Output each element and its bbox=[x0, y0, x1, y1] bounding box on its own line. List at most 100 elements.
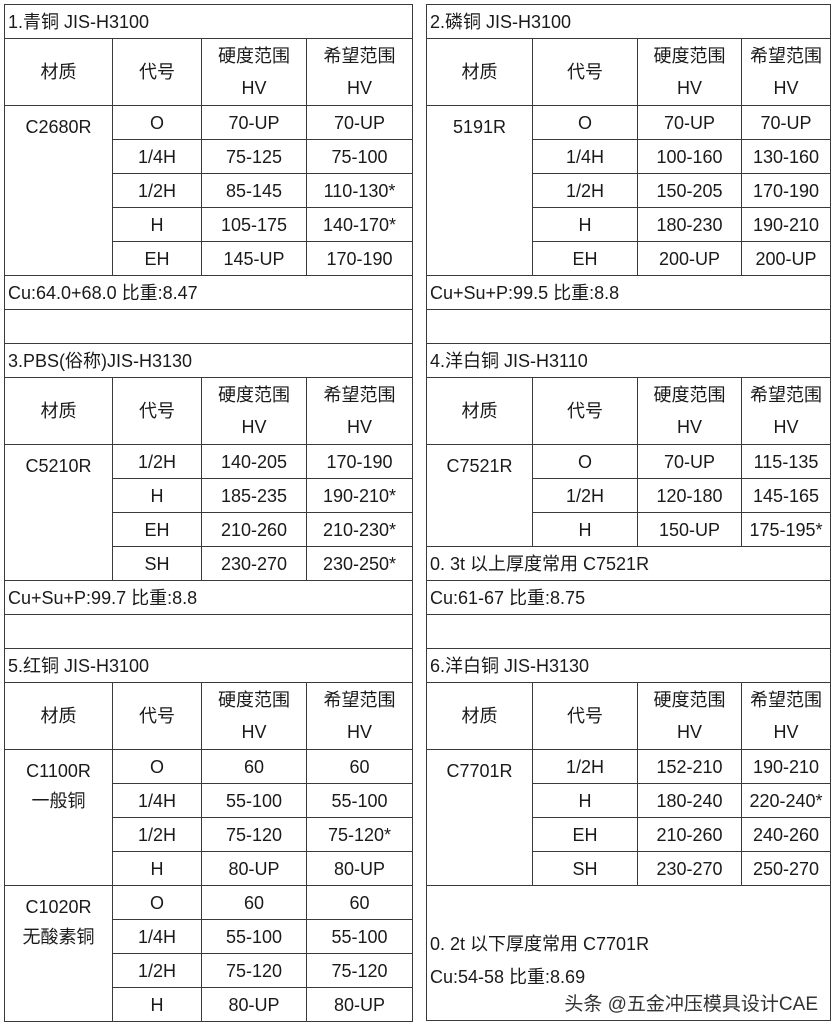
material-cell: C2680R bbox=[4, 105, 113, 276]
hardness-cell: 145-UP bbox=[201, 241, 307, 276]
table-row: C1020R 无酸素铜 O 60 60 bbox=[4, 885, 413, 1022]
section-title: 6.洋白铜 JIS-H3130 bbox=[426, 648, 831, 683]
table-row: 1/2H 120-180 145-165 bbox=[427, 478, 831, 513]
hardness-cell: 105-175 bbox=[201, 207, 307, 242]
desired-cell: 70-UP bbox=[741, 105, 831, 140]
code-cell: EH bbox=[112, 241, 202, 276]
table-row: SH 230-270 250-270 bbox=[427, 851, 831, 886]
section-title-row: 2.磷铜 JIS-H3100 bbox=[426, 4, 831, 39]
header-desired-unit: HV bbox=[346, 78, 372, 98]
material-name: C1020R bbox=[25, 897, 92, 917]
material-name: C2680R bbox=[25, 117, 92, 137]
table-row: 1/2H 85-145 110-130* bbox=[5, 173, 413, 208]
header-hardness: 硬度范围 HV bbox=[201, 682, 307, 750]
desired-cell: 240-260 bbox=[741, 817, 831, 852]
table-row: H 180-240 220-240* bbox=[427, 783, 831, 818]
note-row: Cu:61-67 比重:8.75 bbox=[426, 580, 831, 615]
material-name: 一般铜 bbox=[31, 791, 86, 811]
note-text: 0. 3t 以上厚度常用 C7521R bbox=[426, 546, 831, 581]
header-hardness: 硬度范围 HV bbox=[637, 682, 742, 750]
code-cell: EH bbox=[532, 817, 638, 852]
header-hardness: 硬度范围 HV bbox=[201, 38, 307, 106]
section-title: 1.青铜 JIS-H3100 bbox=[4, 4, 413, 39]
material-name: C1100R bbox=[26, 761, 91, 781]
header-row: 材质 代号 硬度范围 HV 希望范围 HV bbox=[4, 682, 413, 750]
header-row: 材质 代号 硬度范围 HV 希望范围 HV bbox=[4, 377, 413, 445]
desired-cell: 75-100 bbox=[306, 139, 413, 174]
code-cell: H bbox=[112, 478, 202, 513]
section-title: 2.磷铜 JIS-H3100 bbox=[426, 4, 831, 39]
section-title-row: 1.青铜 JIS-H3100 bbox=[4, 4, 413, 39]
code-cell: 1/4H bbox=[112, 919, 202, 954]
table-row: H 105-175 140-170* bbox=[5, 207, 413, 242]
table-row: C1100R 一般铜 O 60 60 bbox=[4, 749, 413, 886]
code-cell: O bbox=[532, 105, 638, 140]
desired-cell: 145-165 bbox=[741, 478, 831, 513]
header-hardness-label: 硬度范围 bbox=[218, 46, 290, 66]
section-title-row: 4.洋白铜 JIS-H3110 bbox=[426, 343, 831, 378]
code-cell: 1/4H bbox=[112, 783, 202, 818]
header-desired-unit: HV bbox=[773, 417, 799, 437]
desired-cell: 170-190 bbox=[741, 173, 831, 208]
hardness-cell: 85-145 bbox=[201, 173, 307, 208]
header-material: 材质 bbox=[426, 38, 533, 106]
desired-cell: 200-UP bbox=[741, 241, 831, 276]
section-title-row: 5.红铜 JIS-H3100 bbox=[4, 648, 413, 683]
hardness-cell: 70-UP bbox=[201, 105, 307, 140]
desired-cell: 220-240* bbox=[741, 783, 831, 818]
material-name: C5210R bbox=[25, 456, 92, 476]
note-text: Cu:54-58 比重:8.69 bbox=[430, 967, 586, 987]
desired-cell: 170-190 bbox=[306, 444, 413, 479]
blank-cell bbox=[4, 309, 413, 344]
desired-cell: 250-270 bbox=[741, 851, 831, 886]
blank-row bbox=[426, 309, 831, 344]
header-desired-unit: HV bbox=[346, 417, 372, 437]
header-row: 材质 代号 硬度范围 HV 希望范围 HV bbox=[426, 682, 831, 750]
header-desired-unit: HV bbox=[346, 722, 372, 742]
desired-cell: 115-135 bbox=[741, 444, 831, 479]
blank-row bbox=[426, 614, 831, 649]
desired-cell: 55-100 bbox=[306, 919, 413, 954]
hardness-cell: 152-210 bbox=[637, 749, 742, 784]
header-code: 代号 bbox=[112, 682, 202, 750]
material-name: C7701R bbox=[446, 761, 513, 781]
hardness-cell: 75-125 bbox=[201, 139, 307, 174]
note-row: Cu+Su+P:99.5 比重:8.8 bbox=[426, 275, 831, 310]
code-cell: H bbox=[532, 207, 638, 242]
desired-cell: 175-195* bbox=[741, 512, 831, 547]
table-row: 1/4H 55-100 55-100 bbox=[5, 783, 413, 818]
hardness-cell: 230-270 bbox=[201, 546, 307, 581]
desired-cell: 80-UP bbox=[306, 987, 413, 1022]
code-cell: H bbox=[112, 851, 202, 886]
table-row: SH 230-270 230-250* bbox=[5, 546, 413, 581]
code-cell: EH bbox=[112, 512, 202, 547]
table-row: 1/2H 75-120 75-120* bbox=[5, 817, 413, 852]
hardness-cell: 150-205 bbox=[637, 173, 742, 208]
hardness-cell: 70-UP bbox=[637, 444, 742, 479]
header-hardness-label: 硬度范围 bbox=[653, 385, 726, 405]
desired-cell: 80-UP bbox=[306, 851, 413, 886]
header-hardness: 硬度范围 HV bbox=[201, 377, 307, 445]
note-text: Cu:61-67 比重:8.75 bbox=[426, 580, 831, 615]
right-table: 2.磷铜 JIS-H3100 材质 代号 硬度范围 HV 希望范围 HV 5191R O 70-U… bbox=[426, 4, 831, 1021]
table-row: H 180-230 190-210 bbox=[427, 207, 831, 242]
header-row: 材质 代号 硬度范围 HV 希望范围 HV bbox=[4, 38, 413, 106]
header-hardness: 硬度范围 HV bbox=[637, 377, 742, 445]
hardness-cell: 200-UP bbox=[637, 241, 742, 276]
header-code: 代号 bbox=[532, 377, 638, 445]
blank-row bbox=[4, 614, 413, 649]
material-name: 无酸素铜 bbox=[22, 927, 95, 947]
code-cell: SH bbox=[112, 546, 202, 581]
blank-cell bbox=[426, 614, 831, 649]
header-hardness-unit: HV bbox=[241, 722, 267, 742]
hardness-cell: 210-260 bbox=[637, 817, 742, 852]
desired-cell: 190-210 bbox=[741, 207, 831, 242]
hardness-cell: 75-120 bbox=[201, 817, 307, 852]
table-row: H 185-235 190-210* bbox=[5, 478, 413, 513]
hardness-cell: 180-230 bbox=[637, 207, 742, 242]
header-row: 材质 代号 硬度范围 HV 希望范围 HV bbox=[426, 38, 831, 106]
code-cell: 1/2H bbox=[532, 749, 638, 784]
header-hardness-unit: HV bbox=[676, 78, 702, 98]
material-cell: C5210R bbox=[4, 444, 113, 581]
header-code: 代号 bbox=[532, 682, 638, 750]
